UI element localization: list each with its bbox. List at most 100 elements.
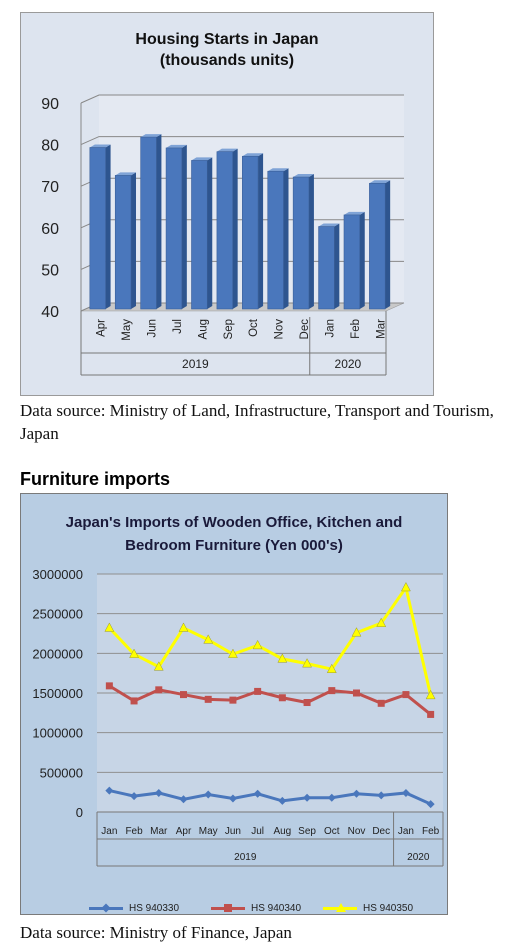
bar — [267, 170, 284, 310]
x-tick-label: Jun — [225, 826, 241, 837]
y-tick-label: 60 — [41, 221, 59, 238]
group-label: 2020 — [335, 357, 362, 371]
data-point — [402, 691, 410, 699]
series-line — [109, 789, 432, 806]
x-tick-label: Jan — [101, 826, 117, 837]
bar-side — [131, 172, 137, 309]
bar — [343, 214, 361, 310]
y-tick-label: 80 — [41, 138, 59, 155]
data-point — [105, 786, 114, 795]
data-point — [277, 653, 288, 663]
data-point — [326, 663, 337, 673]
y-tick-label: 1500000 — [32, 686, 83, 701]
x-tick-label: Mar — [375, 319, 387, 339]
x-tick-label: Jun — [147, 319, 159, 338]
data-point — [401, 581, 411, 592]
bar — [140, 136, 157, 310]
data-source-note: Data source: Ministry of Finance, Japan — [20, 923, 292, 942]
bar-side — [334, 223, 340, 309]
bar — [216, 151, 233, 310]
data-point — [129, 648, 139, 658]
data-point — [155, 686, 163, 694]
x-tick-label: Nov — [274, 319, 286, 340]
data-point — [425, 689, 436, 700]
legend-label: HS 940340 — [251, 903, 302, 914]
bar — [191, 160, 208, 310]
data-source-note: Data source: Ministry of Land, Infrastru… — [20, 401, 494, 443]
x-tick-label: Sep — [298, 826, 316, 837]
furniture-imports-plot: 0 500000 1000000 1500000 2000000 2500000 30000… — [32, 567, 444, 867]
bar-side — [232, 148, 238, 309]
data-point — [278, 694, 286, 702]
x-tick-label: Dec — [299, 319, 311, 340]
data-point — [154, 788, 163, 797]
x-tick-label: Aug — [197, 319, 209, 339]
x-tick-label: Mar — [150, 826, 168, 837]
bar-top — [89, 144, 111, 148]
data-point — [204, 695, 212, 703]
y-tick-label: 90 — [41, 96, 59, 113]
furniture-imports-chart: Japan's Imports of Wooden Office, Kitche… — [20, 493, 448, 915]
chart-subtitle: (thousands units) — [159, 52, 295, 69]
x-tick-label: Dec — [372, 826, 390, 837]
gridline — [80, 94, 404, 104]
bar-side — [156, 134, 162, 309]
y-tick-label: 70 — [41, 179, 59, 196]
section-heading: Furniture imports — [20, 469, 171, 489]
bar-side — [258, 153, 264, 309]
group-label: 2019 — [234, 852, 257, 863]
data-point — [426, 800, 435, 809]
bar-side — [283, 168, 289, 309]
bar-top — [293, 174, 314, 178]
series-hs-940330 — [105, 786, 435, 809]
bar — [114, 175, 132, 310]
data-point — [303, 793, 312, 802]
y-tick-label: 1000000 — [32, 726, 83, 741]
bar — [369, 182, 386, 310]
data-point — [252, 639, 263, 650]
data-point — [376, 617, 387, 627]
legend-marker — [336, 902, 346, 912]
data-point — [352, 789, 361, 798]
bar-top — [216, 148, 238, 152]
data-point — [377, 699, 385, 707]
bar — [242, 155, 259, 310]
bar — [89, 147, 106, 310]
series-hs-940340 — [105, 682, 435, 718]
x-tick-label: Sep — [223, 319, 235, 339]
chart-title: Japan's Imports of Wooden Office, Kitche… — [65, 514, 403, 531]
bar-side — [359, 211, 365, 309]
x-tick-label: Jan — [324, 319, 336, 338]
data-point — [228, 648, 238, 658]
bar-top — [115, 172, 137, 176]
data-point — [153, 661, 164, 671]
data-point — [203, 634, 214, 644]
data-point — [278, 796, 287, 805]
series-line — [108, 684, 432, 716]
x-tick-label: Oct — [248, 318, 260, 337]
bar — [165, 147, 183, 310]
bar-top — [140, 134, 162, 138]
series-hs-940350 — [104, 581, 436, 700]
legend-marker — [101, 903, 111, 913]
legend-label: HS 940330 — [129, 903, 180, 914]
data-point — [401, 788, 410, 797]
data-point — [180, 691, 187, 699]
data-point — [353, 689, 360, 697]
data-point — [228, 794, 237, 803]
y-tick-label: 0 — [76, 805, 83, 820]
data-point — [130, 697, 138, 705]
bar-side — [207, 157, 213, 309]
data-point — [351, 627, 362, 637]
data-point — [327, 793, 336, 802]
bar-top — [242, 153, 264, 157]
data-point — [179, 795, 188, 804]
legend-item: HS 940350 — [323, 902, 413, 914]
y-tick-label: 50 — [41, 262, 59, 279]
y-tick-label: 3000000 — [32, 567, 83, 582]
y-tick-label: 40 — [41, 304, 59, 321]
housing-starts-plot: 40 50 60 70 80 90 Apr May Jun Jul Aug Sep Oct Nov Dec J… — [41, 94, 405, 376]
bar-side — [105, 144, 111, 309]
bar — [292, 176, 310, 310]
chart-title-line-2: Bedroom Furniture (Yen 000's) — [125, 537, 343, 554]
